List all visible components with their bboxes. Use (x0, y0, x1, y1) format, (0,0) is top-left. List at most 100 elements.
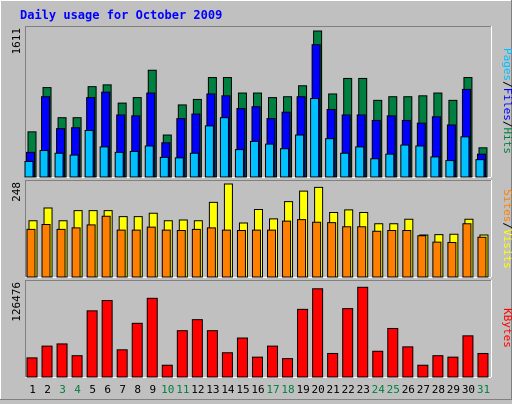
bar-pages (295, 134, 305, 178)
legend-item: / (501, 81, 512, 88)
bar-pages (445, 160, 455, 178)
x-tick-label: 30 (462, 383, 475, 396)
bar-pages (400, 144, 410, 178)
bar-pages (249, 140, 259, 178)
bar-kbytes (71, 355, 83, 378)
bar-pages (54, 152, 64, 178)
bar-pages (189, 152, 199, 178)
bar-kbytes (26, 357, 38, 378)
panel-legend: Pages/Files/Hits (501, 48, 512, 154)
bar-kbytes (297, 308, 309, 378)
bar-kbytes (447, 356, 459, 378)
bar-kbytes (56, 343, 68, 378)
bar-sites (417, 235, 427, 278)
bar-pages (385, 153, 395, 178)
x-tick-label: 21 (327, 383, 340, 396)
bar-kbytes (432, 355, 444, 378)
bar-kbytes (146, 297, 158, 378)
bar-kbytes (282, 358, 294, 378)
bar-kbytes (417, 364, 429, 378)
bar-sites (221, 229, 231, 278)
bar-sites (191, 228, 201, 278)
bar-sites (267, 229, 277, 278)
panel-max-label: 1611 (10, 28, 23, 55)
x-tick-label: 16 (251, 383, 264, 396)
bar-pages (69, 154, 79, 178)
bar-pages (144, 145, 154, 178)
bar-pages (39, 150, 49, 178)
bar-pages (280, 148, 290, 178)
bar-kbytes (477, 352, 489, 378)
chart-panels: 1611 Pages/Files/Hits 248 Sites / Visits 12647… (10, 26, 512, 378)
bar-sites (131, 229, 141, 278)
bar-sites (312, 221, 322, 278)
bar-kbytes (116, 349, 128, 378)
bar-sites (176, 230, 186, 278)
bar-sites (372, 230, 382, 278)
bar-kbytes (372, 350, 384, 378)
x-tick-label: 11 (176, 383, 189, 396)
bar-pages (310, 98, 320, 178)
x-tick-label: 2 (44, 383, 51, 396)
bar-pages (174, 157, 184, 178)
bar-sites (206, 227, 216, 278)
x-tick-label: 29 (447, 383, 460, 396)
bar-pages (84, 129, 94, 178)
x-tick-label: 18 (281, 383, 294, 396)
panel-max-label: 248 (10, 182, 23, 202)
bar-pages (475, 159, 485, 178)
x-tick-label: 24 (372, 383, 386, 396)
bar-kbytes (131, 322, 143, 378)
bar-kbytes (206, 330, 218, 378)
x-tick-label: 5 (89, 383, 96, 396)
x-tick-label: 28 (432, 383, 445, 396)
panel-max-label: 126476 (10, 282, 23, 322)
bar-sites (251, 229, 261, 278)
x-tick-label: 31 (477, 383, 490, 396)
bar-sites (477, 236, 487, 278)
bar-kbytes (86, 310, 98, 378)
bar-kbytes (312, 288, 324, 378)
bar-sites (161, 229, 171, 278)
bar-pages (114, 151, 124, 178)
x-tick-label: 22 (342, 383, 355, 396)
x-tick-label: 9 (149, 383, 156, 396)
bar-sites (236, 230, 246, 278)
legend-item: Visits (501, 229, 512, 269)
bar-kbytes (402, 346, 414, 378)
bar-sites (116, 229, 126, 278)
bar-pages (265, 143, 275, 178)
legend-item: / (501, 121, 512, 128)
bar-pages (204, 125, 214, 178)
bar-pages (415, 145, 425, 178)
panel-legend: KBytes (501, 308, 512, 348)
x-tick-label: 17 (266, 383, 279, 396)
x-tick-label: 1 (29, 383, 36, 396)
panel-kbytes: 126476 KBytes (10, 280, 512, 378)
x-tick-label: 14 (221, 383, 235, 396)
bar-kbytes (462, 335, 474, 378)
bar-pages (159, 156, 169, 178)
x-tick-label: 10 (161, 383, 174, 396)
bar-kbytes (161, 364, 173, 378)
bar-sites (387, 230, 397, 278)
x-tick-label: 19 (296, 383, 309, 396)
x-tick-label: 6 (104, 383, 111, 396)
bar-pages (430, 156, 440, 178)
bar-pages (129, 150, 139, 178)
bar-sites (26, 228, 36, 278)
bar-sites (41, 224, 51, 278)
legend-item: Sites (501, 189, 512, 222)
bar-sites (56, 228, 66, 278)
bar-kbytes (101, 300, 113, 378)
bar-sites (297, 219, 307, 278)
x-tick-label: 25 (387, 383, 400, 396)
x-tick-label: 4 (74, 383, 81, 396)
x-tick-label: 23 (357, 383, 370, 396)
bar-pages (355, 146, 365, 178)
bar-pages (99, 146, 109, 178)
bar-kbytes (387, 327, 399, 378)
x-tick-label: 12 (191, 383, 204, 396)
